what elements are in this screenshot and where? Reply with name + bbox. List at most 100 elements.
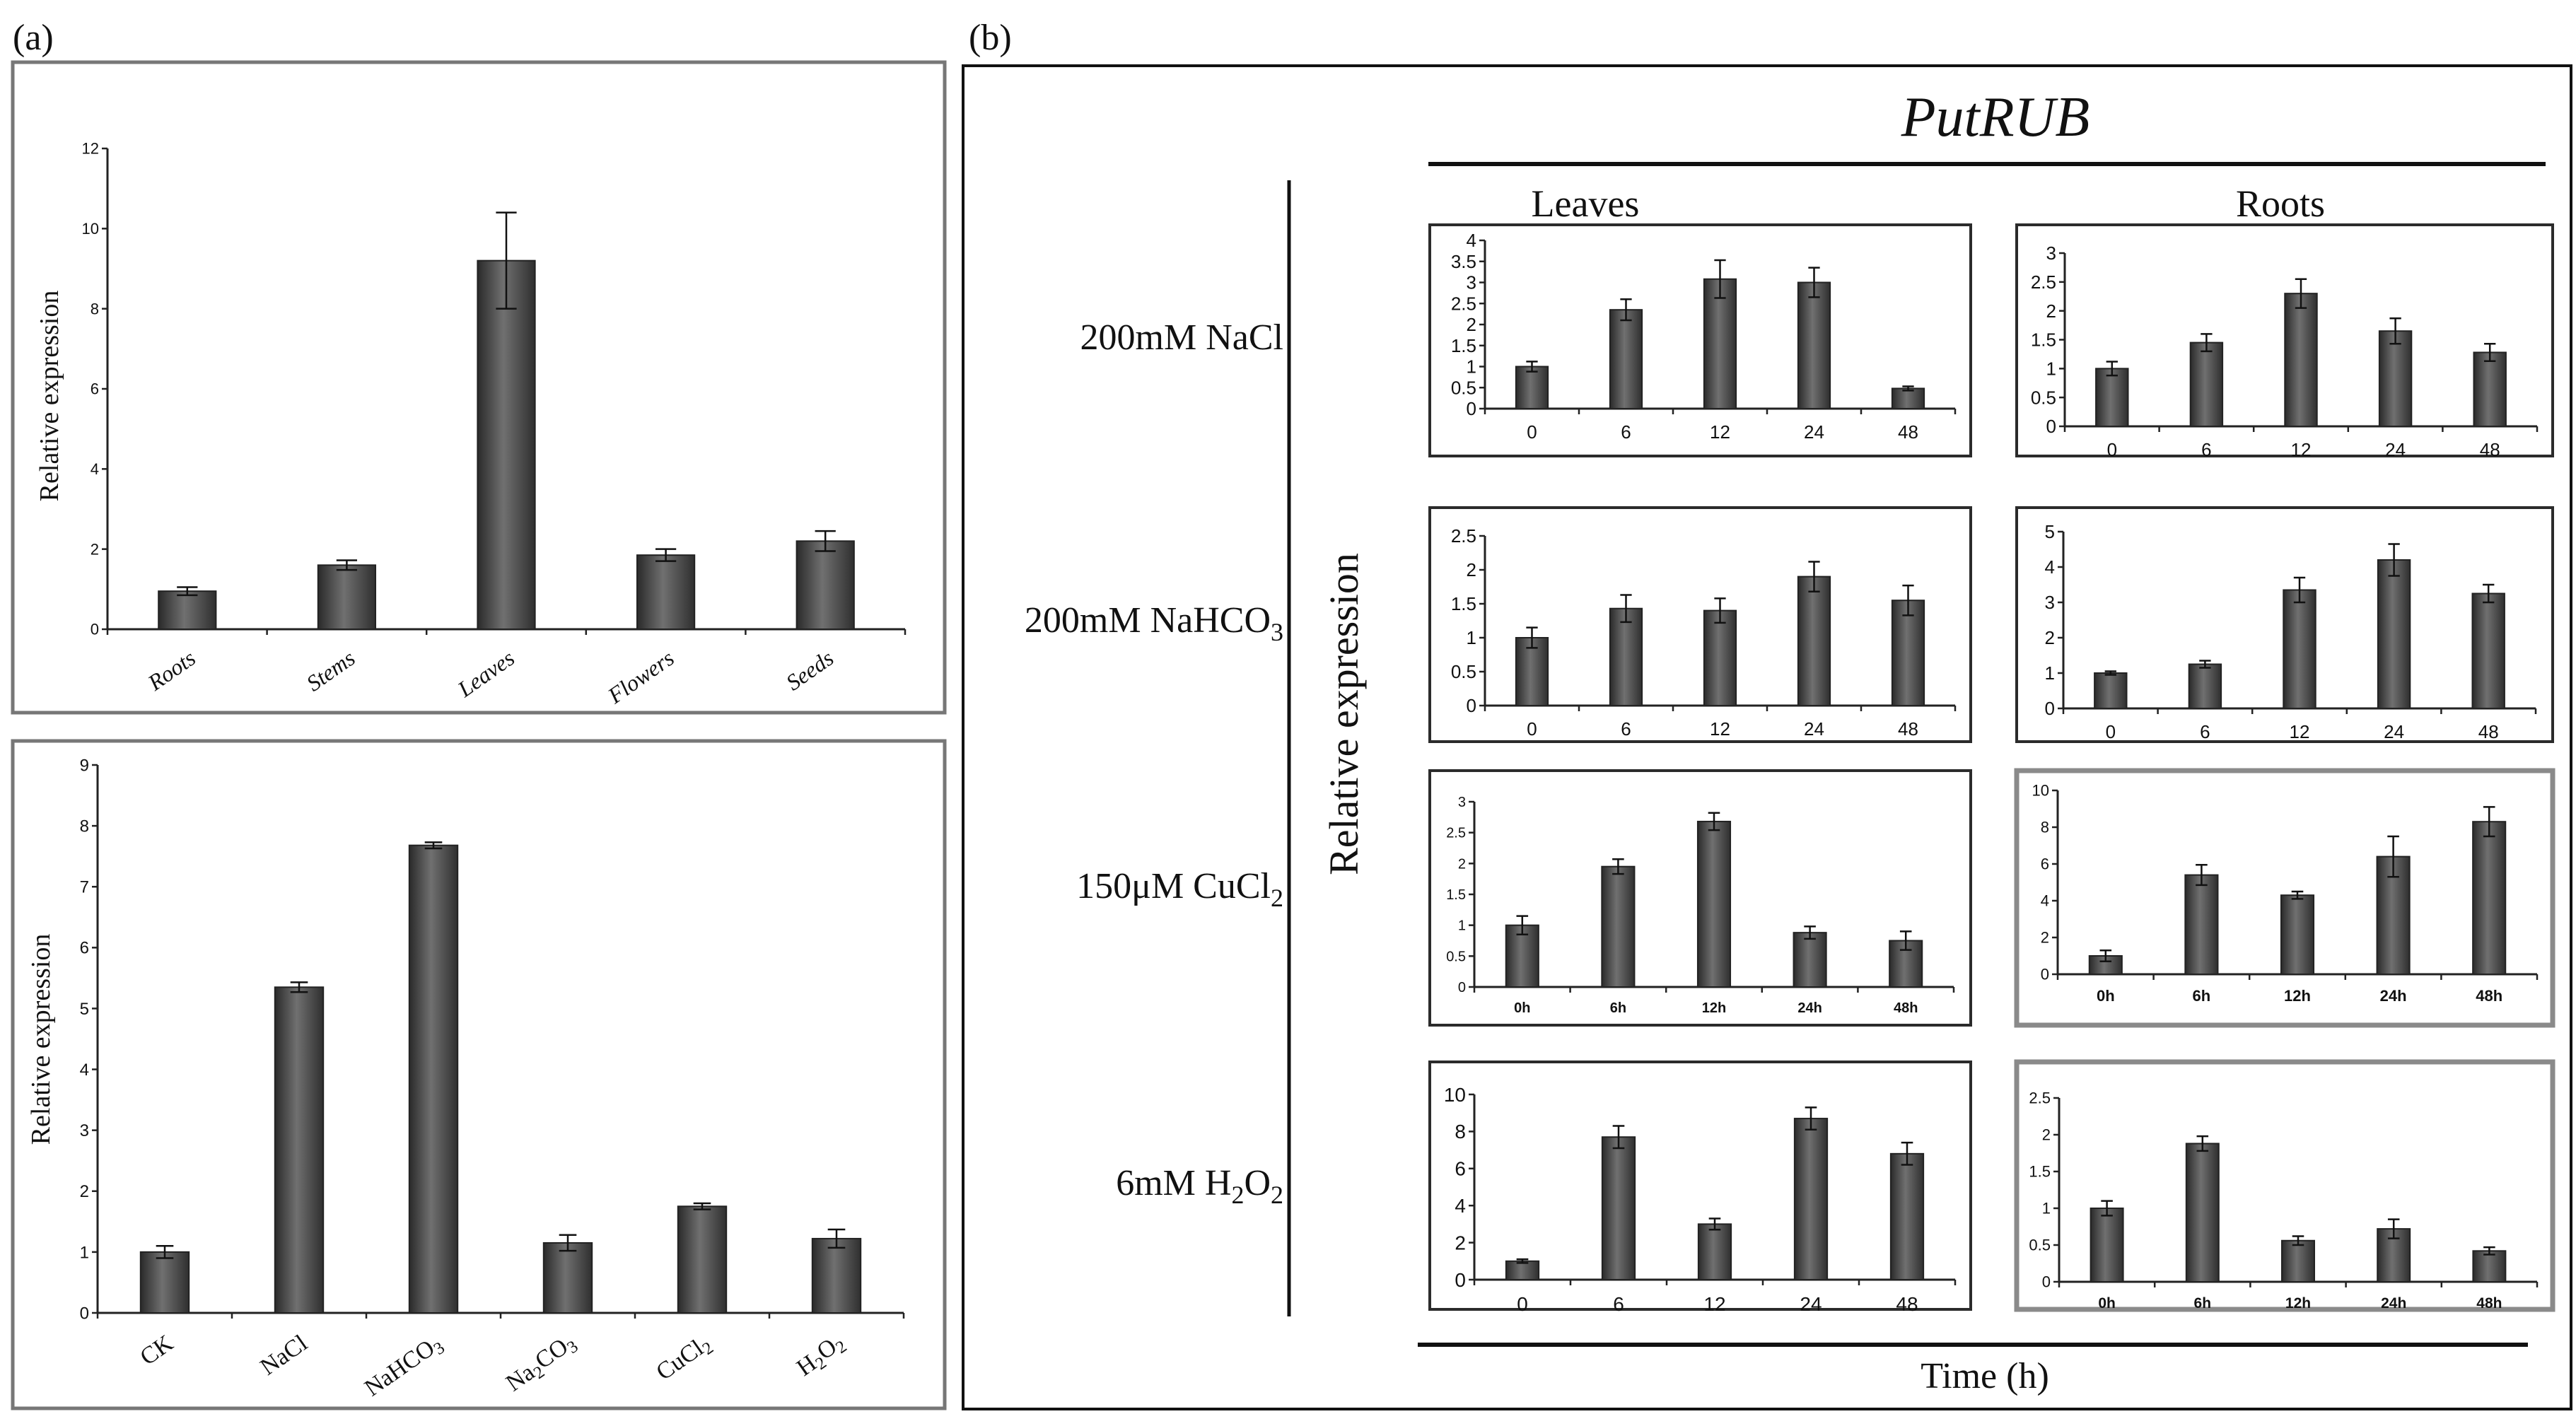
panel-b-frame	[962, 64, 2572, 1410]
b-cucl2-leaves-ytick-label: 2.5	[1446, 826, 1466, 841]
b-nacl-roots-xtick-label: 24	[2385, 439, 2406, 460]
ylabel-b: Relative expression	[1321, 553, 1367, 875]
b-h2o2-leaves-ytick-label: 10	[1444, 1084, 1466, 1106]
a-bottom-ytick-label: 7	[80, 878, 89, 897]
b-nacl-leaves-errorbar-4	[1902, 385, 1914, 392]
b-nahco3-roots-errorbar-3	[2388, 543, 2400, 577]
b-nahco3-leaves-bar-2	[1703, 609, 1737, 706]
b-h2o2-leaves-errorbar-1	[1612, 1125, 1625, 1150]
b-nahco3-leaves-ytick-label: 1.5	[1451, 593, 1476, 614]
b-cucl2-leaves-ytick-label: 2	[1458, 856, 1466, 872]
b-cucl2-roots-errorbar-0	[2099, 949, 2112, 963]
a-bottom-errorbar-5	[827, 1228, 846, 1249]
b-h2o2-roots-bar-1	[2185, 1143, 2220, 1282]
b-cucl2-roots-ytick-label: 6	[2041, 855, 2049, 873]
b-nahco3-leaves-errorbar-1	[1620, 594, 1632, 624]
b-nahco3-leaves-xtick-label: 24	[1804, 718, 1824, 740]
a-top-bar-2	[477, 259, 536, 630]
b-nacl-roots-bar-1	[2189, 341, 2224, 428]
b-h2o2-roots-xtick-label: 0h	[2098, 1295, 2116, 1311]
a-bottom-ytick-label: 5	[80, 1000, 89, 1019]
a-top-ytick-label: 4	[91, 460, 99, 478]
a-bottom-xtick-label: NaHCO3	[360, 1330, 448, 1404]
b-h2o2-leaves-xtick-label: 6	[1613, 1293, 1624, 1315]
b-h2o2-leaves-xtick-label: 0	[1517, 1293, 1528, 1315]
b-nacl-roots-bar-3	[2378, 330, 2413, 427]
b-cucl2-leaves-bar-1	[1601, 865, 1636, 988]
a-top-bar-4	[795, 540, 855, 630]
b-nahco3-leaves-ytick-label: 1	[1467, 627, 1476, 648]
a-top-errorbar-3	[655, 548, 677, 562]
b-nacl-leaves-bar-4	[1891, 387, 1925, 410]
gene-title: PutRUB	[1901, 86, 2090, 148]
b-h2o2-leaves-errorbar-2	[1708, 1217, 1721, 1231]
b-nacl-roots-bar-0	[2095, 368, 2129, 427]
header-leaves: Leaves	[1532, 182, 1640, 225]
b-nahco3-leaves-ytick-label: 2	[1467, 559, 1476, 580]
a-bottom-errorbar-2	[424, 841, 443, 850]
a-bottom-ytick-label: 3	[80, 1121, 89, 1140]
a-top-ytick-label: 12	[82, 140, 99, 158]
b-nacl-roots-errorbar-0	[2106, 361, 2118, 377]
b-h2o2-leaves-errorbar-0	[1516, 1258, 1529, 1264]
a-bottom-xtick-label: NaCl	[256, 1330, 313, 1380]
a-bottom-errorbar-1	[290, 981, 308, 993]
a-bottom-ytick-label: 2	[80, 1182, 89, 1201]
row-label-cucl2: 150μM CuCl2	[1076, 866, 1283, 912]
a-top-errorbar-2	[496, 211, 517, 310]
a-top-ytick-label: 2	[91, 540, 99, 558]
a-top-errorbar-0	[177, 586, 198, 597]
a-bottom-xtick-label: Na2CO3	[501, 1328, 583, 1399]
b-nahco3-roots-bar-4	[2471, 592, 2505, 709]
a-bottom-bar-5	[811, 1237, 862, 1314]
a-top-errorbar-1	[336, 559, 358, 571]
b-nahco3-leaves-errorbar-2	[1714, 597, 1726, 624]
b-nahco3-roots-xtick-label: 24	[2384, 721, 2404, 742]
b-cucl2-leaves-ytick-label: 1	[1458, 918, 1466, 934]
b-nacl-leaves-xtick-label: 0	[1527, 421, 1537, 443]
b-cucl2-leaves-ytick-label: 0.5	[1446, 949, 1466, 964]
b-cucl2-leaves-errorbar-2	[1708, 812, 1720, 831]
b-cucl2-roots-ytick-label: 0	[2041, 966, 2049, 983]
b-nacl-roots-errorbar-3	[2389, 317, 2401, 345]
b-h2o2-roots-bar-2	[2281, 1239, 2315, 1283]
b-nacl-leaves-ytick-label: 3.5	[1451, 251, 1476, 272]
b-nacl-roots-errorbar-2	[2295, 278, 2307, 309]
b-nahco3-roots-ytick-label: 0	[2045, 698, 2055, 719]
b-cucl2-roots-xtick-label: 24h	[2380, 987, 2407, 1005]
b-h2o2-leaves-ytick-label: 8	[1455, 1121, 1466, 1143]
b-cucl2-roots-bar-3	[2376, 855, 2411, 975]
b-nacl-leaves-ytick-label: 3	[1467, 272, 1476, 293]
b-h2o2-leaves-bar-4	[1889, 1152, 1925, 1280]
b-nacl-leaves-bar-0	[1515, 366, 1549, 409]
a-bottom-errorbar-4	[693, 1202, 711, 1210]
ylabel-a-top: Relative expression	[35, 291, 64, 502]
b-cucl2-roots-bar-2	[2280, 894, 2315, 975]
frame-nahco3-leaves	[1428, 506, 1972, 743]
b-nahco3-leaves-xtick-label: 0	[1527, 718, 1537, 740]
row-label-nacl: 200mM NaCl	[1080, 317, 1283, 358]
b-h2o2-roots-bar-0	[2090, 1208, 2124, 1282]
b-cucl2-leaves-ytick-label: 0	[1458, 980, 1466, 995]
b-h2o2-roots-xtick-label: 24h	[2381, 1295, 2406, 1311]
b-nacl-roots-bar-4	[2473, 351, 2507, 428]
b-nacl-leaves-xtick-label: 6	[1621, 421, 1631, 443]
b-nacl-leaves-xtick-label: 12	[1710, 421, 1730, 443]
b-cucl2-roots-errorbar-4	[2483, 806, 2495, 838]
b-nacl-roots-xtick-label: 12	[2291, 439, 2312, 460]
b-h2o2-roots-bar-4	[2472, 1250, 2507, 1282]
a-top-xtick-label: Roots	[143, 645, 200, 696]
chart-nacl-roots: 0 0.5 1 1.5 2 2.5 3 0 6 12 24 48	[2031, 243, 2539, 460]
b-nahco3-leaves-bar-1	[1609, 607, 1643, 706]
b-nacl-leaves-bar-1	[1609, 309, 1643, 409]
b-cucl2-leaves-bar-3	[1793, 932, 1827, 988]
b-h2o2-leaves-bar-0	[1505, 1260, 1540, 1281]
b-nacl-leaves-ytick-label: 0.5	[1451, 377, 1476, 398]
a-bottom-ytick-label: 6	[80, 939, 89, 958]
b-nahco3-leaves-xtick-label: 12	[1710, 718, 1730, 740]
b-h2o2-leaves-bar-2	[1697, 1223, 1732, 1281]
b-nahco3-leaves-ytick-label: 0	[1467, 695, 1476, 716]
b-nacl-roots-ytick-label: 2	[2046, 300, 2056, 322]
